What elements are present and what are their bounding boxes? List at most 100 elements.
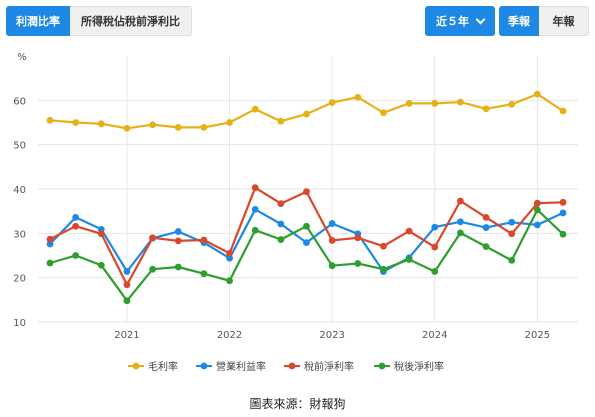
data-point[interactable]	[226, 119, 233, 126]
data-point[interactable]	[226, 249, 233, 257]
data-point[interactable]	[559, 230, 567, 238]
y-tick-label: 30	[13, 229, 26, 240]
x-tick-label: 2023	[319, 330, 344, 341]
data-point[interactable]	[97, 120, 105, 128]
data-point[interactable]	[226, 254, 233, 262]
data-point[interactable]	[277, 117, 285, 125]
data-point[interactable]	[277, 236, 285, 243]
data-point[interactable]	[380, 265, 387, 273]
data-point[interactable]	[380, 109, 387, 117]
data-point[interactable]	[72, 252, 80, 259]
data-point[interactable]	[457, 229, 464, 237]
data-point[interactable]	[431, 223, 439, 231]
data-point[interactable]	[328, 262, 336, 270]
data-point[interactable]	[559, 209, 567, 217]
data-point[interactable]	[251, 205, 259, 213]
tab-profit-ratio[interactable]: 利潤比率	[6, 6, 70, 36]
data-point[interactable]	[97, 261, 105, 269]
data-point[interactable]	[457, 197, 464, 205]
data-point[interactable]	[123, 297, 131, 305]
chevron-down-icon	[475, 14, 486, 25]
data-point[interactable]	[97, 230, 105, 238]
data-point[interactable]	[354, 260, 362, 267]
data-point[interactable]	[174, 228, 182, 235]
data-point[interactable]	[200, 236, 208, 244]
data-point[interactable]	[46, 240, 54, 248]
data-point[interactable]	[457, 98, 464, 106]
data-point[interactable]	[200, 123, 208, 131]
data-point[interactable]	[174, 123, 182, 131]
data-point[interactable]	[508, 230, 516, 238]
toolbar: 利潤比率 所得稅佔稅前淨利比 近５年 季報 年報	[0, 0, 595, 44]
data-point[interactable]	[149, 234, 157, 242]
data-point[interactable]	[303, 222, 310, 230]
data-point[interactable]	[380, 242, 387, 250]
data-point[interactable]	[72, 222, 80, 230]
range-dropdown[interactable]: 近５年	[425, 6, 495, 36]
tab-income-tax-ratio[interactable]: 所得稅佔稅前淨利比	[70, 6, 192, 36]
data-point[interactable]	[303, 239, 310, 247]
data-point[interactable]	[328, 99, 336, 106]
data-point[interactable]	[508, 218, 516, 226]
data-point[interactable]	[405, 100, 413, 107]
tab-yearly[interactable]: 年報	[539, 6, 589, 36]
data-point[interactable]	[123, 268, 131, 275]
data-point[interactable]	[251, 226, 259, 234]
legend-label[interactable]: 營業利益率	[216, 360, 266, 373]
data-point[interactable]	[354, 93, 362, 101]
tab-quarterly[interactable]: 季報	[499, 6, 539, 36]
data-point[interactable]	[482, 243, 490, 251]
data-point[interactable]	[200, 270, 208, 278]
data-point[interactable]	[533, 206, 541, 214]
data-point[interactable]	[431, 243, 439, 251]
data-point[interactable]	[46, 235, 54, 243]
y-tick-label: 10	[13, 318, 26, 329]
data-point[interactable]	[72, 213, 80, 221]
data-point[interactable]	[508, 100, 516, 108]
legend-marker	[132, 362, 140, 370]
data-point[interactable]	[174, 263, 182, 271]
data-point[interactable]	[431, 100, 439, 107]
data-point[interactable]	[508, 256, 516, 264]
data-point[interactable]	[303, 110, 310, 118]
data-point[interactable]	[533, 221, 541, 229]
data-point[interactable]	[174, 237, 182, 245]
data-point[interactable]	[46, 259, 54, 267]
legend-label[interactable]: 稅後淨利率	[394, 360, 444, 373]
data-point[interactable]	[251, 184, 259, 192]
data-point[interactable]	[354, 234, 362, 242]
data-point[interactable]	[149, 265, 157, 273]
x-tick-label: 2024	[422, 330, 447, 341]
data-point[interactable]	[533, 199, 541, 207]
data-point[interactable]	[559, 198, 567, 206]
data-point[interactable]	[303, 188, 310, 196]
data-point[interactable]	[328, 220, 336, 227]
data-point[interactable]	[482, 105, 490, 113]
data-point[interactable]	[46, 116, 54, 124]
range-label: 近５年	[436, 15, 469, 28]
legend-marker	[288, 362, 296, 370]
y-axis-unit-label: %	[17, 52, 27, 63]
data-point[interactable]	[72, 119, 80, 126]
data-point[interactable]	[123, 124, 131, 132]
data-point[interactable]	[251, 105, 259, 113]
legend-label[interactable]: 稅前淨利率	[304, 360, 354, 373]
data-point[interactable]	[328, 237, 336, 244]
data-point[interactable]	[482, 224, 490, 231]
data-point[interactable]	[482, 213, 490, 221]
data-point[interactable]	[457, 218, 464, 226]
data-point[interactable]	[405, 227, 413, 235]
data-point[interactable]	[277, 220, 285, 228]
chart-source: 圖表來源：財報狗	[249, 397, 346, 411]
legend-label[interactable]: 毛利率	[148, 360, 178, 373]
legend-marker	[378, 362, 386, 370]
data-point[interactable]	[149, 121, 157, 129]
data-point[interactable]	[431, 268, 439, 275]
data-point[interactable]	[405, 256, 413, 263]
data-point[interactable]	[277, 200, 285, 208]
data-point[interactable]	[533, 90, 541, 98]
x-tick-label: 2025	[525, 330, 550, 341]
data-point[interactable]	[226, 277, 233, 285]
data-point[interactable]	[559, 107, 567, 115]
data-point[interactable]	[123, 281, 131, 289]
